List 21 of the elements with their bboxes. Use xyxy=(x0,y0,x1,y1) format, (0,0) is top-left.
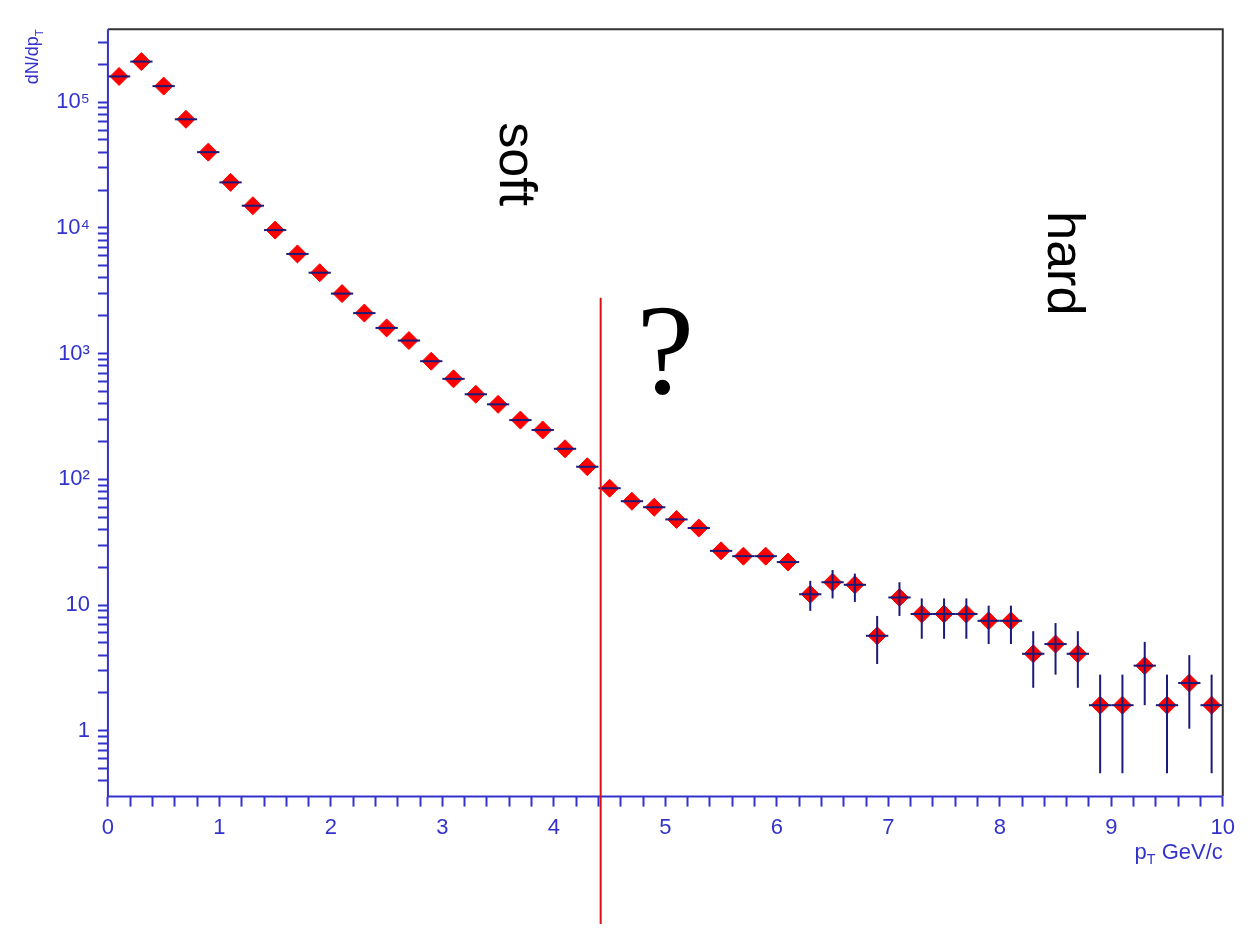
x-tick-label: 2 xyxy=(324,813,338,839)
y-axis-title: dN/dpT xyxy=(22,29,45,85)
x-tick-label: 0 xyxy=(101,813,115,839)
y-tick-label: 10³ xyxy=(58,339,90,365)
x-tick-label: 3 xyxy=(436,813,449,839)
x-tick-label: 4 xyxy=(547,813,560,839)
x-tick-label: 1 xyxy=(213,813,226,839)
y-tick-label: 1 xyxy=(77,716,90,742)
x-tick-label: 6 xyxy=(770,813,783,839)
y-tick-label: 10² xyxy=(58,465,90,491)
x-tick-label: 8 xyxy=(993,813,1006,839)
x-tick-label: 7 xyxy=(882,813,895,839)
annotation: ? xyxy=(636,277,695,422)
annotation: hard xyxy=(1036,211,1095,316)
y-tick-label: 10⁵ xyxy=(56,88,90,114)
x-tick-label: 9 xyxy=(1105,813,1118,839)
y-tick-label: 10⁴ xyxy=(55,213,90,239)
x-tick-label: 10 xyxy=(1210,813,1236,839)
y-tick-label: 10 xyxy=(65,591,90,617)
annotation: soft xyxy=(489,122,548,207)
x-tick-label: 5 xyxy=(659,813,672,839)
